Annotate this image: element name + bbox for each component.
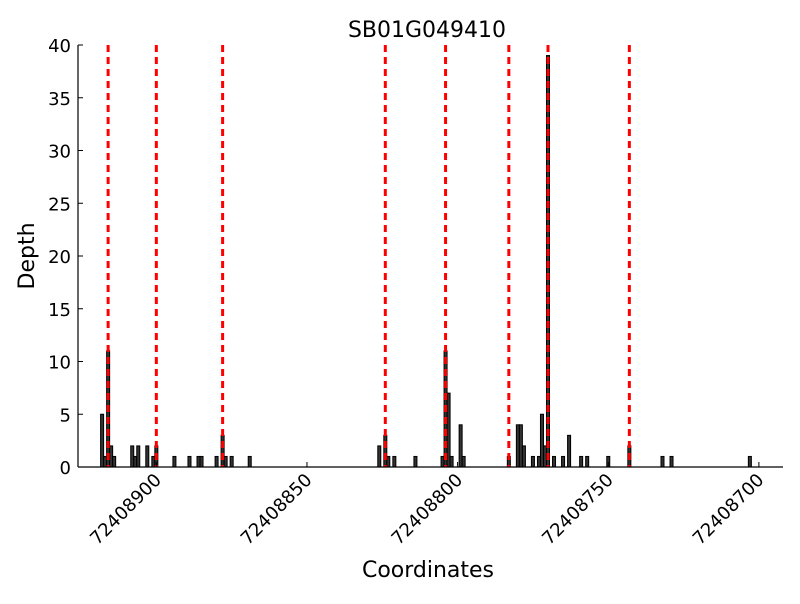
- depth-bar: [747, 455, 752, 468]
- depth-bar: [413, 455, 418, 468]
- depth-bar: [136, 445, 141, 468]
- depth-bar: [567, 434, 572, 468]
- y-axis-label: Depth: [15, 222, 40, 289]
- depth-bar: [392, 455, 397, 468]
- chart-title: SB01G049410: [348, 18, 506, 43]
- depth-bar: [386, 455, 391, 468]
- y-tick-label: 20: [48, 247, 71, 268]
- depth-bar: [669, 455, 674, 468]
- depth-bar: [145, 445, 150, 468]
- axes-group: 0 5 10 15 20 25 30 35 40 72408900 72408850 72408800…: [48, 36, 783, 549]
- depth-bar: [449, 455, 454, 468]
- depth-bar: [530, 455, 535, 468]
- bars-group: [100, 55, 752, 468]
- y-tick-label: 35: [48, 89, 71, 110]
- depth-bar: [461, 455, 466, 468]
- markers-group: [106, 45, 631, 467]
- y-tick-label: 30: [48, 142, 71, 163]
- depth-bar: [585, 455, 590, 468]
- x-tick-label: 72408850: [237, 470, 317, 550]
- x-tick-label: 72408900: [86, 470, 166, 550]
- depth-bar: [199, 455, 204, 468]
- y-tick-label: 10: [48, 353, 71, 374]
- x-tick-label: 72408750: [538, 470, 618, 550]
- depth-bar: [187, 455, 192, 468]
- depth-bar: [214, 455, 219, 468]
- x-axis-label: Coordinates: [362, 558, 494, 583]
- depth-bar: [561, 455, 566, 468]
- depth-bar: [579, 455, 584, 468]
- depth-bar: [552, 455, 557, 468]
- depth-bar: [446, 392, 451, 468]
- y-tick-label: 15: [48, 300, 71, 321]
- depth-bar: [112, 455, 117, 468]
- y-tick-label: 40: [48, 36, 71, 57]
- x-tick-label: 72408700: [689, 470, 769, 550]
- depth-bar: [377, 445, 382, 468]
- depth-bar: [660, 455, 665, 468]
- y-tick-label: 25: [48, 194, 71, 215]
- x-tick-label: 72408800: [388, 470, 468, 550]
- depth-bar: [247, 455, 252, 468]
- depth-bar: [521, 445, 526, 468]
- y-tick-label: 0: [60, 458, 71, 479]
- depth-bar: [223, 455, 228, 468]
- depth-bar: [229, 455, 234, 468]
- y-tick-label: 5: [60, 405, 71, 426]
- depth-bar: [172, 455, 177, 468]
